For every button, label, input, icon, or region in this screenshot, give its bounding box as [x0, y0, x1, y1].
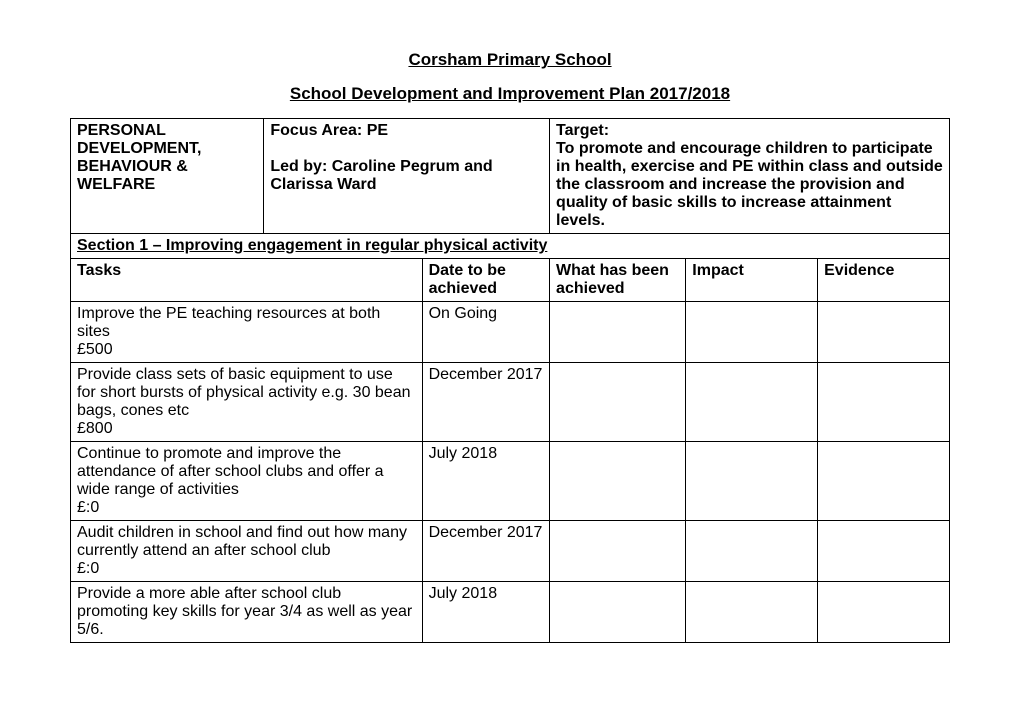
category-line: WELFARE — [77, 176, 155, 193]
task-cost: £500 — [77, 341, 416, 359]
task-cost: £:0 — [77, 560, 416, 578]
section-cell: Section 1 – Improving engagement in regu… — [71, 234, 950, 259]
impact-cell — [686, 582, 818, 643]
section-title: Section 1 – Improving engagement in regu… — [77, 237, 547, 254]
target-label: Target: — [556, 122, 609, 139]
category-line: BEHAVIOUR & — [77, 158, 188, 175]
task-text: Continue to promote and improve the atte… — [77, 445, 384, 498]
column-header-row: Tasks Date to be achieved What has been … — [71, 259, 950, 302]
task-cell: Continue to promote and improve the atte… — [71, 442, 423, 521]
task-cell: Provide class sets of basic equipment to… — [71, 363, 423, 442]
category-line: DEVELOPMENT, — [77, 140, 201, 157]
section-row: Section 1 – Improving engagement in regu… — [71, 234, 950, 259]
achieved-cell — [550, 521, 686, 582]
table-row: Continue to promote and improve the atte… — [71, 442, 950, 521]
achieved-cell — [550, 442, 686, 521]
category-line: PERSONAL — [77, 122, 166, 139]
date-cell: On Going — [422, 302, 549, 363]
date-cell: July 2018 — [422, 582, 549, 643]
table-row: Audit children in school and find out ho… — [71, 521, 950, 582]
task-text: Provide a more able after school club pr… — [77, 585, 412, 638]
plan-table: PERSONAL DEVELOPMENT, BEHAVIOUR & WELFAR… — [70, 118, 950, 643]
evidence-cell — [818, 521, 950, 582]
plan-title: School Development and Improvement Plan … — [70, 84, 950, 104]
header-row: PERSONAL DEVELOPMENT, BEHAVIOUR & WELFAR… — [71, 119, 950, 234]
achieved-cell — [550, 302, 686, 363]
task-text: Improve the PE teaching resources at bot… — [77, 305, 380, 340]
date-cell: December 2017 — [422, 521, 549, 582]
category-cell: PERSONAL DEVELOPMENT, BEHAVIOUR & WELFAR… — [71, 119, 264, 234]
table-row: Improve the PE teaching resources at bot… — [71, 302, 950, 363]
target-cell: Target: To promote and encourage childre… — [550, 119, 950, 234]
table-row: Provide class sets of basic equipment to… — [71, 363, 950, 442]
led-by: Led by: Caroline Pegrum and Clarissa War… — [270, 158, 492, 193]
date-cell: December 2017 — [422, 363, 549, 442]
task-cell: Audit children in school and find out ho… — [71, 521, 423, 582]
task-cell: Improve the PE teaching resources at bot… — [71, 302, 423, 363]
task-cost: £800 — [77, 420, 416, 438]
impact-cell — [686, 363, 818, 442]
evidence-cell — [818, 582, 950, 643]
focus-area: Focus Area: PE — [270, 122, 388, 139]
col-date: Date to be achieved — [422, 259, 549, 302]
col-evidence: Evidence — [818, 259, 950, 302]
impact-cell — [686, 521, 818, 582]
achieved-cell — [550, 363, 686, 442]
task-text: Audit children in school and find out ho… — [77, 524, 407, 559]
task-text: Provide class sets of basic equipment to… — [77, 366, 411, 419]
focus-cell: Focus Area: PE Led by: Caroline Pegrum a… — [264, 119, 550, 234]
col-achieved: What has been achieved — [550, 259, 686, 302]
target-text: To promote and encourage children to par… — [556, 140, 943, 229]
task-cost: £:0 — [77, 499, 416, 517]
table-row: Provide a more able after school club pr… — [71, 582, 950, 643]
date-cell: July 2018 — [422, 442, 549, 521]
evidence-cell — [818, 442, 950, 521]
impact-cell — [686, 302, 818, 363]
evidence-cell — [818, 363, 950, 442]
task-cell: Provide a more able after school club pr… — [71, 582, 423, 643]
evidence-cell — [818, 302, 950, 363]
impact-cell — [686, 442, 818, 521]
school-name: Corsham Primary School — [70, 50, 950, 70]
col-impact: Impact — [686, 259, 818, 302]
achieved-cell — [550, 582, 686, 643]
col-tasks: Tasks — [71, 259, 423, 302]
